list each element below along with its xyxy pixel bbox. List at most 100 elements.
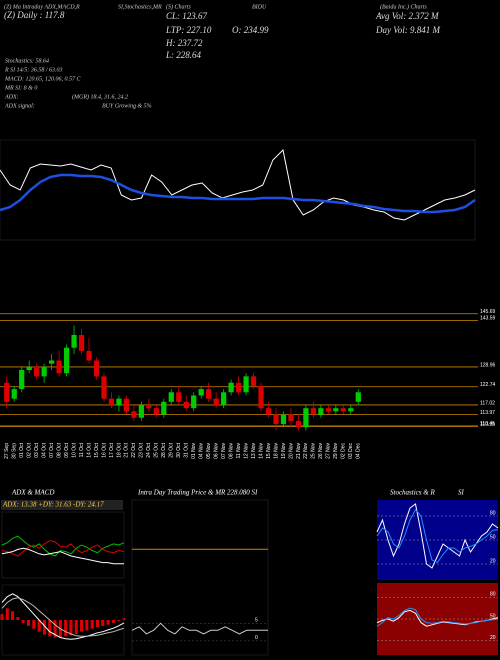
annotation: ADX: 13.38 +DY: 31.63 -DY: 24.17 [2, 501, 104, 509]
x-tick-label: 07 Oct [49, 442, 55, 457]
x-tick-label: 20 Nov [288, 443, 294, 459]
header-text: L: 228.64 [165, 50, 202, 60]
x-tick-label: 15 Nov [266, 443, 272, 459]
candle-body [318, 408, 324, 415]
candle-body [131, 411, 137, 418]
y-tick-label: 110.45 [480, 421, 495, 427]
x-tick-label: 14 Nov [258, 443, 264, 459]
header-text: CL: 123.67 [166, 11, 208, 21]
x-tick-label: 08 Oct [56, 442, 62, 457]
x-tick-label: 29 Nov [333, 443, 339, 459]
panel-title: Intra Day Trading Price & MR 228.080 SI [137, 489, 258, 497]
histogram-bar [85, 620, 89, 631]
histogram-bar [69, 620, 73, 636]
series-line [1, 540, 125, 557]
histogram-bar [16, 617, 20, 620]
candle-body [355, 392, 361, 402]
x-tick-label: 13 Nov [251, 443, 257, 459]
candle-body [295, 420, 302, 428]
panel-frame [131, 499, 269, 656]
candle-body [48, 360, 55, 364]
histogram-bar [122, 618, 126, 620]
x-tick-label: 18 Oct [116, 442, 122, 457]
y-tick-label: 50 [490, 534, 496, 540]
histogram-bar [48, 620, 52, 637]
candle-body [4, 382, 10, 402]
x-tick-label: 10 Oct [71, 442, 77, 457]
y-tick-label: 145.69 [480, 309, 496, 315]
candle-body [101, 376, 107, 399]
candle-body [273, 414, 279, 425]
x-tick-label: 30 Sep [12, 443, 18, 459]
x-tick-label: 07 Nov [221, 443, 227, 459]
histogram-bar [64, 620, 68, 637]
x-tick-label: 04 Oct [41, 442, 47, 457]
x-tick-label: 02 Dec [341, 443, 347, 459]
y-tick-label: 122.74 [480, 382, 496, 388]
x-tick-label: 23 Oct [139, 442, 145, 457]
x-tick-label: 30 Oct [176, 442, 182, 457]
x-tick-label: 06 Nov [213, 443, 219, 459]
x-tick-label: 26 Nov [318, 443, 324, 459]
candle-body [146, 405, 152, 409]
candle-body [108, 398, 115, 405]
candle-body [93, 360, 100, 377]
x-tick-label: 04 Nov [199, 443, 205, 459]
series-line [1, 535, 125, 557]
header-text: Day Vol: 9.841 M [375, 25, 440, 35]
header-text: ADX signal: [4, 103, 35, 109]
series-line [0, 148, 476, 221]
x-tick-label: 03 Oct [34, 442, 40, 457]
candle-body [288, 414, 294, 421]
header-text: (Z) Ma Intraday ADX,MACD,R [4, 3, 80, 10]
x-tick-label: 12 Nov [243, 443, 249, 459]
header-text: MACD: 120.65, 120.06, 0.57 C [4, 76, 81, 82]
x-tick-label: 11 Oct [79, 442, 85, 457]
header-text: BUY Growing & 5% [102, 103, 152, 109]
header-text: SI,Stochastics,MR [118, 4, 162, 10]
header-text: (Baidu Inc.) Charts [380, 3, 427, 10]
candle-body [56, 360, 62, 374]
header-text: ADX: [4, 94, 19, 100]
histogram-bar [26, 620, 31, 626]
x-tick-label: 27 Nov [326, 443, 332, 459]
header-text: R SI 14/5: 36.58 / 63.03 [4, 66, 63, 73]
y-tick-label: 80 [490, 592, 496, 598]
candle-body [19, 370, 25, 390]
candle-body [78, 335, 85, 351]
candle-body [348, 408, 354, 412]
x-tick-label: 08 Nov [228, 443, 234, 459]
x-tick-label: 22 Oct [131, 442, 137, 457]
panel-title: SI [458, 489, 465, 497]
header-text: (MGR) 18.4, 31.6, 24.2 [72, 93, 128, 100]
histogram-bar [5, 608, 9, 620]
series-line [1, 547, 124, 565]
histogram-bar [117, 620, 121, 622]
header-text: O: 234.99 [232, 25, 269, 35]
candle-body [198, 389, 204, 396]
candle-body [213, 398, 219, 405]
x-tick-label: 18 Nov [273, 443, 279, 459]
histogram-bar [37, 620, 41, 632]
y-tick-label: 5 [255, 618, 258, 624]
candle-body [161, 401, 167, 415]
histogram-bar [11, 611, 15, 620]
x-tick-label: 09 Oct [64, 442, 70, 457]
y-tick-label: 80 [490, 510, 496, 516]
candle-body [63, 347, 70, 374]
header-text: BIDU [252, 4, 267, 10]
candle-body [168, 392, 174, 402]
x-tick-label: 14 Oct [86, 442, 92, 457]
candle-body [26, 366, 32, 370]
series-line [376, 503, 499, 569]
x-tick-label: 25 Nov [311, 443, 317, 459]
candle-body [176, 392, 182, 402]
candle-body [303, 408, 309, 428]
candle-body [258, 385, 264, 409]
histogram-bar [53, 620, 57, 638]
header-text: Stochastics: 58.64 [5, 57, 49, 64]
candle-body [333, 408, 339, 412]
candle-body [41, 366, 47, 377]
